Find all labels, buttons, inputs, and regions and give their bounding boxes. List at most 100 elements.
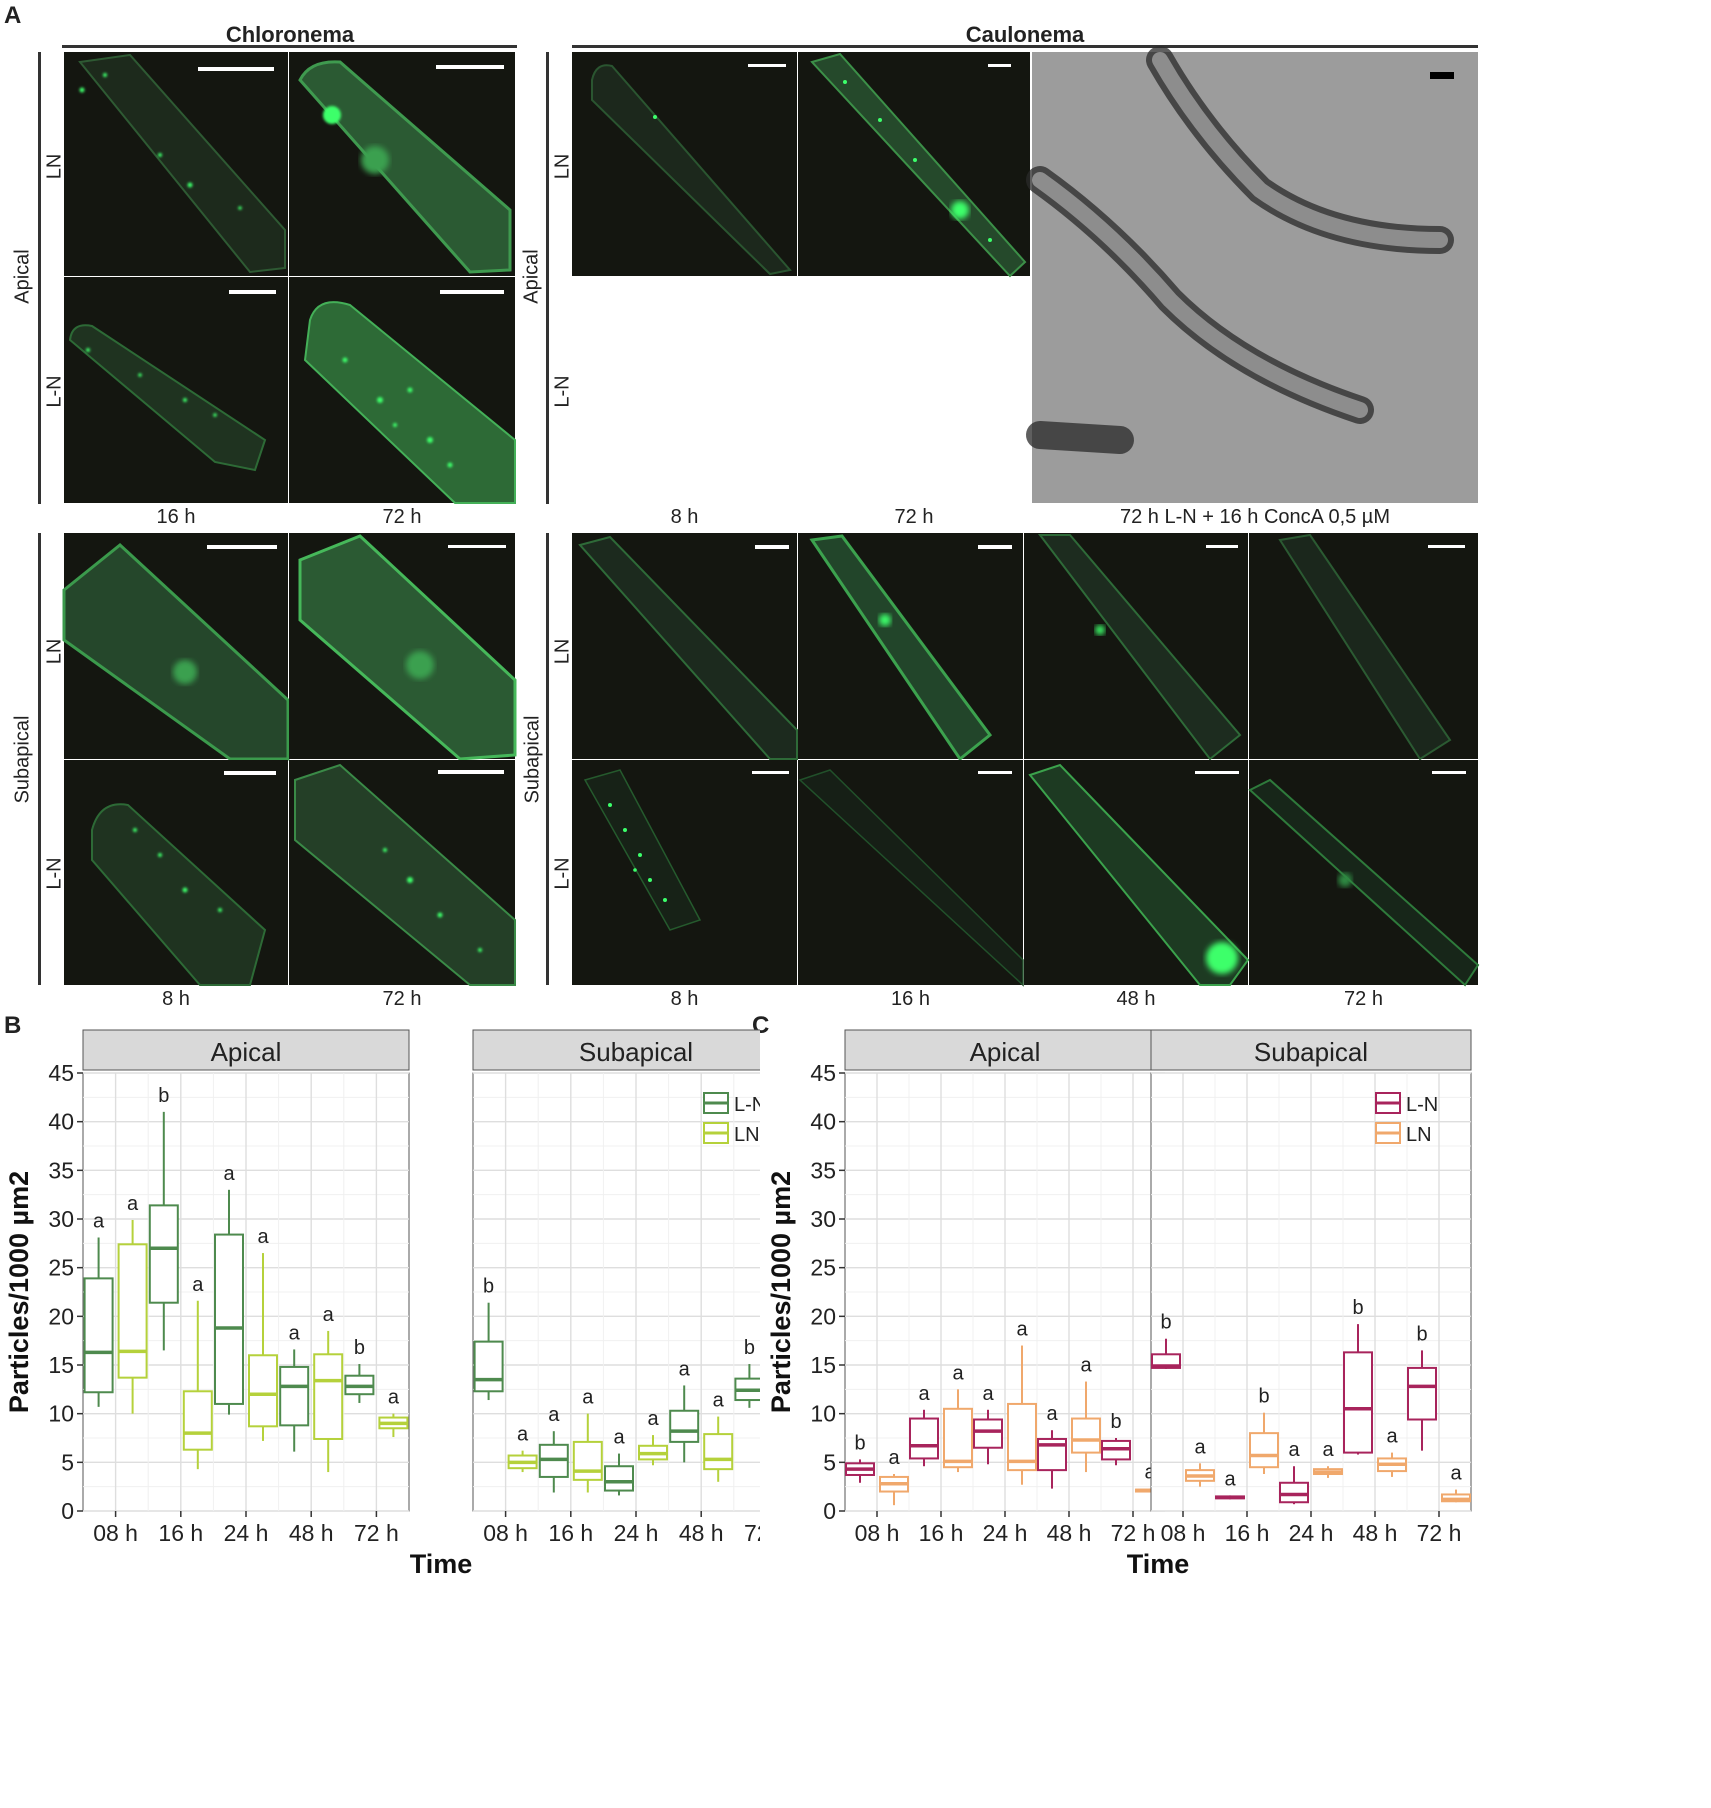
significance-letter: b [1110, 1411, 1121, 1433]
y-tick-label: 40 [48, 1109, 74, 1135]
box [1279, 1481, 1309, 1504]
significance-letter: a [1046, 1403, 1058, 1425]
significance-letter: b [1352, 1297, 1363, 1319]
box [148, 1204, 179, 1304]
box [248, 1354, 278, 1428]
caulonema-title: Caulonema [965, 22, 1085, 47]
x-axis-label: Time [410, 1549, 473, 1579]
img-chloro-subapical-lmn-8h [64, 760, 288, 986]
facet-strip [82, 1029, 410, 1071]
box [669, 1409, 700, 1443]
y-tick-label: 45 [810, 1060, 836, 1086]
img-chloro-subapical-ln-72h [289, 533, 517, 761]
caulo-subapical-time-1: 16 h [891, 988, 930, 1010]
box [214, 1233, 244, 1405]
chloro-apical-bar [38, 52, 41, 504]
facet-strip-label: Subapical [1254, 1037, 1368, 1067]
y-tick-label: 25 [810, 1255, 836, 1281]
box [703, 1433, 734, 1471]
x-tick-label: 48 h [289, 1520, 334, 1546]
chloro-subapical-time-0: 8 h [162, 988, 190, 1010]
legend-label: L-N [734, 1094, 760, 1116]
box [1071, 1417, 1101, 1454]
x-tick-label: 16 h [919, 1520, 964, 1546]
caulonema-title-line [572, 45, 1478, 48]
x-tick-label: 08 h [93, 1520, 138, 1546]
box [1249, 1432, 1279, 1469]
y-tick-label: 25 [48, 1255, 74, 1281]
significance-letter: a [918, 1383, 930, 1405]
y-tick-label: 10 [810, 1401, 836, 1427]
significance-letter: a [548, 1404, 560, 1426]
x-tick-label: 08 h [855, 1520, 900, 1546]
significance-letter: b [1258, 1386, 1269, 1408]
box [1007, 1402, 1037, 1472]
y-axis-label: Particles/1000 µm2 [766, 1171, 796, 1413]
box [83, 1277, 114, 1394]
y-tick-label: 5 [823, 1449, 836, 1475]
chloro-apical-time-1: 72 h [382, 506, 422, 528]
caulo-apical-time-1: 72 h [894, 506, 934, 528]
significance-letter: b [854, 1432, 865, 1454]
img-chloro-apical-ln-16h [64, 52, 288, 276]
significance-letter: a [647, 1408, 659, 1430]
facet-strip-label: Apical [211, 1037, 282, 1067]
box [182, 1390, 213, 1451]
significance-letter: a [517, 1424, 529, 1446]
img-caulo-apical-ln-8h [572, 52, 797, 276]
img-caulo-subapical-ln-48h [1024, 533, 1248, 761]
significance-letter: a [1080, 1355, 1092, 1377]
caulo-apical-time-0: 8 h [670, 506, 699, 528]
box [117, 1243, 148, 1379]
significance-letter: a [1450, 1463, 1462, 1485]
y-tick-label: 30 [48, 1206, 74, 1232]
significance-letter: a [1288, 1439, 1300, 1461]
facet-strip [844, 1029, 1166, 1071]
facet-strip [472, 1029, 760, 1071]
significance-letter: b [158, 1085, 169, 1107]
significance-letter: a [323, 1304, 335, 1326]
y-tick-label: 15 [48, 1352, 74, 1378]
box [604, 1465, 634, 1492]
box [279, 1365, 310, 1427]
significance-letter: b [1416, 1323, 1427, 1345]
img-chloro-subapical-lmn-72h [289, 760, 516, 986]
caulo-apical-time-2: 72 h L-N + 16 h ConcA 0,5 µM [1119, 506, 1390, 528]
x-tick-label: 72 h [1111, 1520, 1156, 1546]
x-tick-label: 72 h [354, 1520, 399, 1546]
significance-letter: a [1016, 1319, 1028, 1341]
y-tick-label: 0 [61, 1498, 74, 1524]
chloro-subapical-bar [38, 533, 41, 985]
y-tick-label: 45 [48, 1060, 74, 1086]
facet-strip [1150, 1029, 1472, 1071]
box [1343, 1351, 1373, 1454]
significance-letter: b [744, 1337, 755, 1359]
significance-letter: a [192, 1274, 204, 1296]
box [1407, 1366, 1437, 1421]
significance-letter: a [127, 1193, 139, 1215]
significance-letter: a [93, 1210, 105, 1232]
legend-label: LN [1406, 1124, 1432, 1146]
img-caulo-subapical-ln-8h [572, 533, 798, 760]
significance-letter: a [1322, 1439, 1334, 1461]
significance-letter: a [1194, 1436, 1206, 1458]
box [313, 1353, 344, 1440]
significance-letter: a [713, 1390, 725, 1412]
significance-letter: a [888, 1447, 900, 1469]
chloro-subapical-time-1: 72 h [382, 988, 422, 1010]
significance-letter: a [1224, 1468, 1236, 1490]
img-caulo-subapical-lmn-8h [572, 760, 797, 985]
y-tick-label: 40 [810, 1109, 836, 1135]
significance-letter: a [679, 1358, 691, 1380]
significance-letter: b [354, 1337, 365, 1359]
y-tick-label: 20 [48, 1303, 74, 1329]
x-tick-label: 48 h [1353, 1520, 1398, 1546]
caulo-subapical-time-0: 8 h [670, 988, 699, 1010]
x-tick-label: 16 h [548, 1520, 593, 1546]
box [973, 1418, 1003, 1449]
micrograph-grid [62, 46, 1480, 987]
x-tick-label: 24 h [224, 1520, 269, 1546]
significance-letter: a [388, 1387, 400, 1409]
